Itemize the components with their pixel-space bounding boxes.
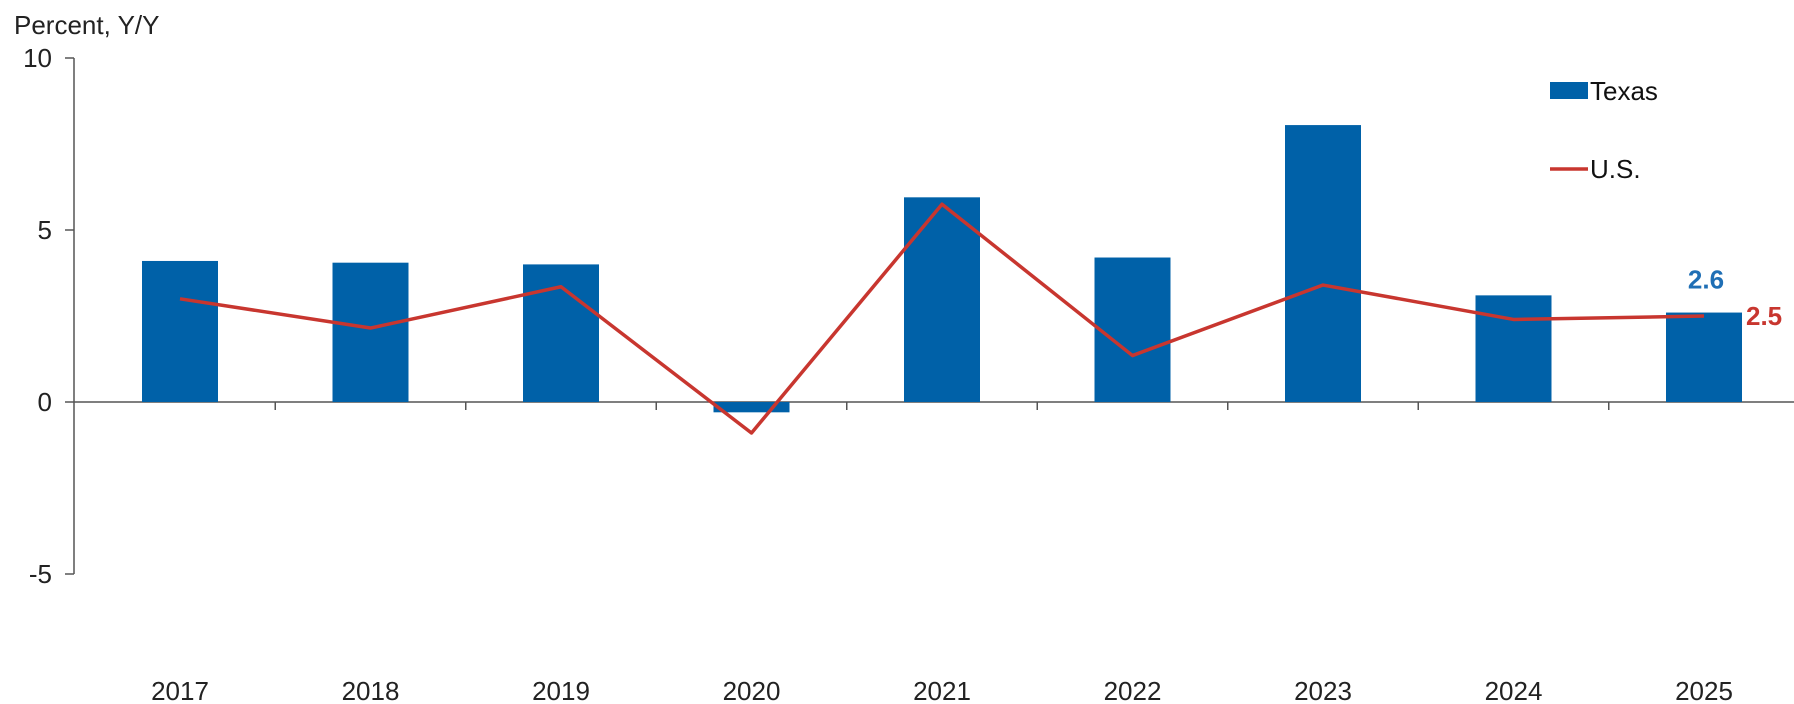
x-tick-label: 2020 xyxy=(723,676,781,704)
x-tick-label: 2023 xyxy=(1294,676,1352,704)
x-tick-label: 2025 xyxy=(1675,676,1733,704)
x-tick-label: 2017 xyxy=(151,676,209,704)
texas-bar xyxy=(1285,125,1361,402)
data-labels: 2.6 2.5 xyxy=(1688,265,1782,331)
legend: Texas U.S. xyxy=(1550,76,1658,184)
x-tick-label: 2018 xyxy=(342,676,400,704)
x-tick-label: 2024 xyxy=(1485,676,1543,704)
us-line-group xyxy=(179,202,1705,435)
data-label-us: 2.5 xyxy=(1746,301,1782,331)
texas-bar xyxy=(1094,257,1171,402)
y-axis-title: Percent, Y/Y xyxy=(14,10,160,40)
legend-label: U.S. xyxy=(1590,154,1641,184)
y-tick-label: 5 xyxy=(38,215,52,245)
y-tick-label: -5 xyxy=(29,559,52,589)
x-tick-label: 2022 xyxy=(1104,676,1162,704)
texas-bars xyxy=(142,125,1742,413)
y-tick-label: 10 xyxy=(23,43,52,73)
legend-swatch-texas xyxy=(1550,82,1588,99)
legend-label: Texas xyxy=(1590,76,1658,106)
y-tick-label: 0 xyxy=(38,387,52,417)
texas-bar xyxy=(332,262,409,402)
x-tick-label: 2019 xyxy=(532,676,590,704)
texas-bar xyxy=(904,197,980,402)
texas-bar xyxy=(142,260,218,402)
texas-bar xyxy=(1475,295,1552,402)
data-label-texas: 2.6 xyxy=(1688,265,1724,295)
us-line xyxy=(179,202,1705,435)
texas-bar xyxy=(1666,312,1742,402)
x-tick-label: 2021 xyxy=(913,676,971,704)
texas-bar xyxy=(713,402,790,413)
